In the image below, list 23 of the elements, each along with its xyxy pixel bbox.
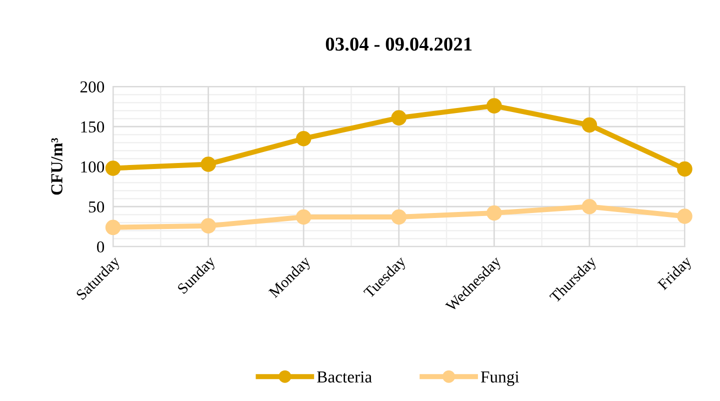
point bbox=[486, 98, 502, 114]
chart-title: 03.04 - 09.04.2021 bbox=[326, 38, 472, 51]
point bbox=[391, 209, 407, 225]
point bbox=[200, 156, 216, 172]
point bbox=[582, 198, 598, 214]
point bbox=[486, 205, 502, 221]
point bbox=[582, 117, 598, 133]
point bbox=[296, 130, 312, 146]
point bbox=[105, 160, 121, 176]
point bbox=[200, 218, 216, 234]
legend-label: Fungi bbox=[480, 371, 520, 386]
point bbox=[391, 110, 407, 126]
y-tick-label: 100 bbox=[81, 161, 104, 173]
point bbox=[677, 161, 692, 177]
y-tick-label: 200 bbox=[80, 81, 104, 93]
legend-label: Bacteria bbox=[317, 371, 372, 383]
y-tick-label: 150 bbox=[81, 121, 104, 133]
y-axis-title: CFU/m³ bbox=[51, 138, 62, 195]
point bbox=[105, 220, 121, 236]
point bbox=[677, 208, 692, 224]
y-tick-label: 0 bbox=[97, 241, 104, 253]
point bbox=[296, 209, 312, 225]
y-tick-label: 50 bbox=[89, 201, 104, 213]
